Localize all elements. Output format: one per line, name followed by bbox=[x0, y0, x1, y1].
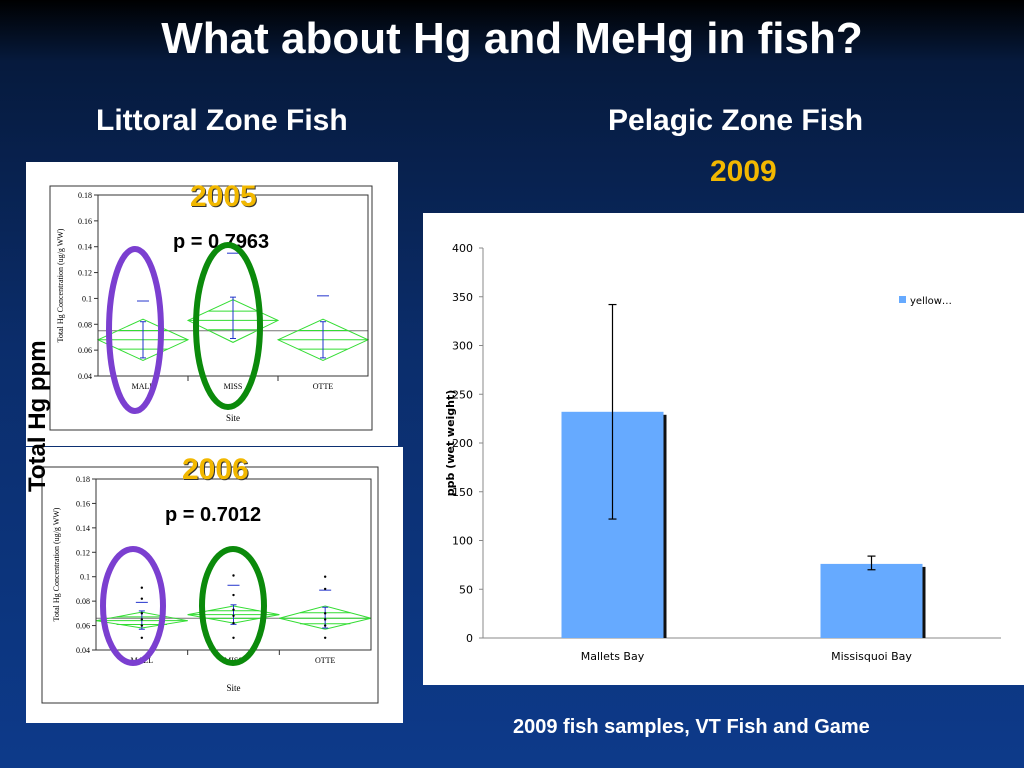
data-point bbox=[232, 614, 235, 617]
y-axis-title: Total Hg Concentration (ug/g WW) bbox=[52, 507, 61, 621]
chart-2006-year: 2006 bbox=[182, 453, 249, 486]
y-tick-label: 200 bbox=[452, 437, 473, 450]
x-tick-label: MALL bbox=[130, 656, 153, 665]
littoral-heading: Littoral Zone Fish bbox=[96, 104, 348, 137]
slide-title: What about Hg and MeHg in fish? bbox=[161, 14, 863, 63]
y-tick-label: 0.18 bbox=[76, 475, 90, 484]
data-point bbox=[140, 597, 144, 600]
x-axis-title: Site bbox=[226, 413, 240, 423]
y-axis-title: Total Hg Concentration (ug/g WW) bbox=[56, 228, 65, 342]
data-point bbox=[323, 636, 327, 639]
data-point bbox=[140, 618, 144, 621]
chart-2006-p-value: p = 0.7012 bbox=[165, 504, 262, 526]
y-tick-label: 0.18 bbox=[78, 191, 92, 200]
data-point bbox=[140, 636, 144, 639]
y-tick-label: 0.08 bbox=[76, 597, 90, 606]
y-tick-label: 300 bbox=[452, 340, 473, 353]
y-tick-label: 0.12 bbox=[76, 548, 90, 557]
data-point bbox=[232, 593, 235, 597]
data-point bbox=[232, 636, 235, 639]
data-point bbox=[323, 618, 327, 621]
y-tick-label: 400 bbox=[452, 242, 473, 255]
x-tick-label: Missisquoi Bay bbox=[831, 650, 912, 663]
x-tick-label: Mallets Bay bbox=[581, 650, 645, 663]
x-tick-label: OTTE bbox=[313, 382, 334, 391]
chart-2005-year: 2005 bbox=[190, 180, 257, 213]
chart-2009: 0 50 100 150 200 250 300 350 400 Mallets Bay Missi… bbox=[444, 242, 1001, 663]
y-tick-label: 0.16 bbox=[78, 217, 92, 226]
data-point bbox=[323, 612, 327, 615]
bar bbox=[820, 563, 923, 638]
y-tick-label: 250 bbox=[452, 388, 473, 401]
data-point bbox=[323, 587, 327, 591]
y-tick-label: 0.14 bbox=[76, 524, 90, 533]
y-tick-label: 0.1 bbox=[80, 573, 90, 582]
y-tick-label: 0.16 bbox=[76, 499, 90, 508]
y-tick-label: 0.08 bbox=[78, 320, 92, 329]
data-point bbox=[140, 612, 144, 615]
data-point bbox=[140, 624, 144, 627]
y-tick-label: 0.04 bbox=[76, 646, 90, 655]
x-axis-title: Site bbox=[226, 683, 240, 693]
data-point bbox=[323, 624, 327, 627]
y-tick-label: 0.1 bbox=[82, 294, 92, 303]
x-tick-label: MALL bbox=[132, 382, 155, 391]
x-tick-label: MISS bbox=[224, 656, 243, 665]
data-point bbox=[140, 586, 144, 589]
y-tick-label: 0 bbox=[466, 632, 473, 645]
y-tick-label: 0.14 bbox=[78, 243, 92, 252]
x-tick-label: OTTE bbox=[315, 656, 336, 665]
legend-swatch bbox=[899, 296, 906, 303]
y-tick-label: 100 bbox=[452, 535, 473, 548]
pelagic-year: 2009 bbox=[710, 155, 777, 188]
chart-2006-panel: 0.04 0.06 0.08 0.1 0.12 0.14 0.16 0.18 MALL MISS O… bbox=[26, 447, 403, 723]
y-tick-label: 0.04 bbox=[78, 372, 92, 381]
x-tick-label: MISS bbox=[224, 382, 243, 391]
chart-2006: 0.04 0.06 0.08 0.1 0.12 0.14 0.16 0.18 MALL MISS O… bbox=[41, 466, 379, 704]
y-tick-label: 350 bbox=[452, 291, 473, 304]
data-point bbox=[232, 574, 235, 577]
y-tick-label: 50 bbox=[459, 583, 473, 596]
chart-2009-panel: 0 50 100 150 200 250 300 350 400 Mallets Bay Missi… bbox=[423, 213, 1024, 685]
y-tick-label: 0.06 bbox=[76, 622, 90, 631]
y-axis-title: ppb (wet weight) bbox=[444, 390, 457, 497]
data-point bbox=[232, 608, 235, 611]
source-caption: 2009 fish samples, VT Fish and Game bbox=[513, 716, 870, 738]
y-tick-label: 150 bbox=[452, 486, 473, 499]
data-point bbox=[323, 575, 327, 578]
y-tick-label: 0.12 bbox=[78, 269, 92, 278]
pelagic-heading: Pelagic Zone Fish bbox=[608, 104, 864, 137]
data-point bbox=[232, 621, 235, 625]
legend-label: yellow… bbox=[910, 296, 952, 307]
total-hg-label: Total Hg ppm bbox=[24, 340, 51, 492]
y-tick-label: 0.06 bbox=[78, 346, 92, 355]
chart-2005-p-value: p = 0.7963 bbox=[173, 231, 270, 253]
